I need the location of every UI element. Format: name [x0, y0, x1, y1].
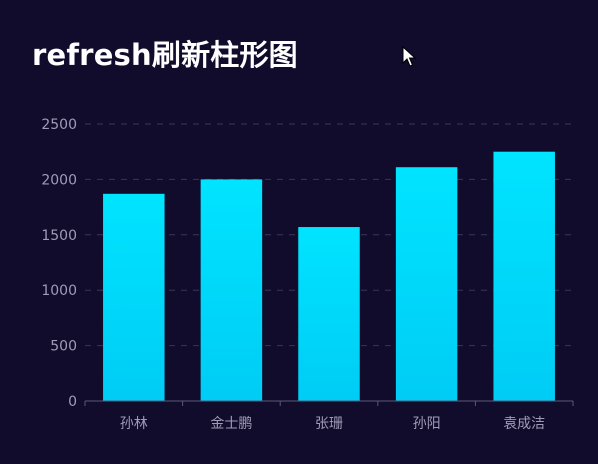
chart-title: refresh刷新柱形图	[32, 38, 298, 72]
y-axis-tick-labels: 0 500 1000 1500 2000 2500	[41, 117, 77, 410]
y-tick-label: 1000	[41, 283, 77, 299]
bar-1[interactable]	[103, 193, 165, 401]
x-tick-label: 孙林	[120, 416, 148, 432]
bar-3[interactable]	[298, 227, 360, 401]
bar-4[interactable]	[395, 167, 458, 401]
arrow-cursor-icon	[402, 46, 416, 67]
y-tick-label: 1500	[41, 228, 77, 244]
x-tick-label: 孙阳	[413, 416, 441, 432]
y-tick-label: 2500	[41, 117, 77, 133]
y-tick-label: 500	[50, 339, 77, 355]
bar-5[interactable]	[493, 151, 555, 401]
y-tick-label: 0	[68, 394, 77, 410]
x-axis: 孙林 金士鹏 张珊 孙阳 袁成洁	[84, 400, 574, 432]
x-tick-label: 袁成洁	[503, 416, 545, 432]
x-tick-label: 张珊	[315, 416, 343, 432]
bar-2[interactable]	[200, 179, 263, 401]
x-tick-label: 金士鹏	[210, 416, 252, 432]
bars	[103, 151, 555, 401]
y-tick-label: 2000	[41, 172, 77, 188]
